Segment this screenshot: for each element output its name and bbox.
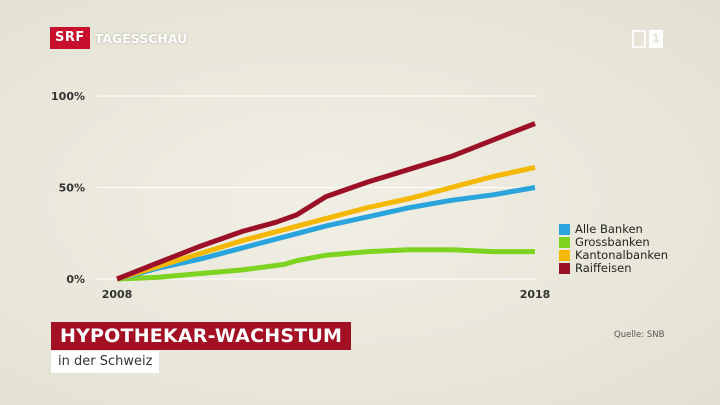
y-tick-label: 100%	[51, 90, 85, 103]
source-note: Quelle: SNB	[614, 330, 665, 340]
channel-number: 1	[649, 30, 663, 48]
legend-swatch	[559, 236, 570, 248]
series-line-raiffeisen	[116, 121, 536, 282]
legend-item: Grossbanken	[559, 235, 668, 250]
x-tick-label: 2008	[102, 288, 133, 301]
series-line-alle-banken	[116, 185, 536, 282]
legend-swatch	[559, 262, 570, 274]
legend-swatch	[559, 223, 570, 235]
x-tick-label: 2018	[520, 288, 551, 301]
program-name: TAGESSCHAU	[94, 30, 188, 46]
series-line-kantonalbanken	[116, 164, 536, 282]
legend-label: Kantonalbanken	[575, 248, 668, 263]
legend-label: Raiffeisen	[575, 261, 632, 276]
legend-label: Alle Banken	[575, 222, 643, 237]
legend-item: Alle Banken	[559, 222, 668, 237]
series-line-grossbanken	[116, 247, 535, 282]
y-tick-label: 0%	[66, 273, 85, 286]
legend-item: Raiffeisen	[559, 261, 668, 276]
srf-logo: SRF	[50, 27, 90, 49]
channel-bug-icon: 1	[632, 29, 666, 49]
chart-title: HYPOTHEKAR-WACHSTUM	[51, 322, 352, 350]
chart-subtitle: in der Schweiz	[51, 351, 160, 373]
broadcaster-logo: SRF TAGESSCHAU	[50, 27, 187, 49]
legend-label: Grossbanken	[575, 235, 650, 250]
chart-legend: Alle Banken Grossbanken Kantonalbanken Raif…	[559, 222, 668, 276]
channel-bug-outline	[632, 30, 646, 48]
legend-item: Kantonalbanken	[559, 248, 668, 263]
y-tick-label: 50%	[59, 182, 85, 195]
legend-swatch	[559, 249, 570, 261]
